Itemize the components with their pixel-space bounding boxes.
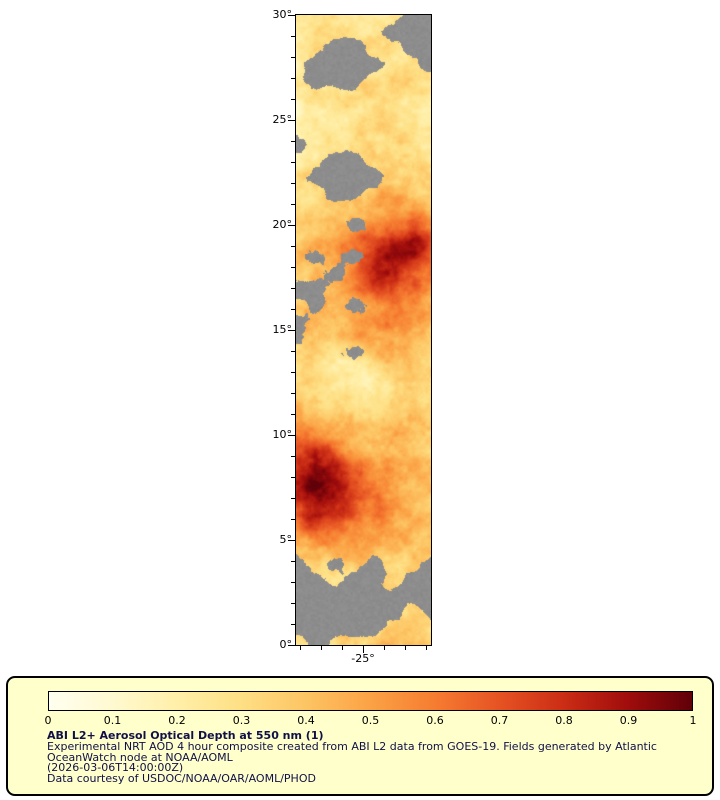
axis-tick	[321, 646, 322, 650]
axis-tick	[288, 119, 295, 121]
axis-tick	[291, 77, 295, 79]
axis-tick	[291, 581, 295, 583]
axis-tick	[288, 329, 295, 331]
colorbar-tick-label: 0.8	[555, 714, 573, 727]
axis-tick	[291, 98, 295, 100]
y-axis-tick-label: 10°	[272, 428, 293, 441]
axis-tick	[291, 56, 295, 58]
y-axis-tick-label: 15°	[272, 323, 293, 336]
caption-line-description: Experimental NRT AOD 4 hour composite cr…	[47, 739, 657, 753]
colorbar	[48, 691, 693, 711]
axis-tick	[291, 476, 295, 478]
axis-tick	[291, 623, 295, 625]
colorbar-tick-label: 0.3	[232, 714, 251, 727]
colorbar-tick-label: 0.6	[426, 714, 444, 727]
axis-tick	[291, 35, 295, 37]
axis-tick	[291, 140, 295, 142]
axis-tick	[291, 371, 295, 373]
axis-tick	[288, 539, 295, 541]
caption-line-node: OceanWatch node at NOAA/AOML	[47, 750, 233, 764]
axis-tick	[291, 182, 295, 184]
axis-tick	[291, 287, 295, 289]
axis-tick	[291, 413, 295, 415]
axis-tick	[384, 646, 385, 650]
x-axis-tick-label: -25°	[351, 652, 375, 665]
colorbar-tick-label: 1	[689, 714, 697, 727]
axis-tick	[291, 308, 295, 310]
axis-tick	[291, 392, 295, 394]
axis-tick	[288, 434, 295, 436]
caption-line-timestamp: (2026-03-06T14:00:00Z)	[47, 761, 184, 775]
caption-line-credit: Data courtesy of USDOC/NOAA/OAR/AOML/PHO…	[47, 772, 316, 786]
aod-heatmap-canvas	[296, 15, 431, 645]
axis-tick	[291, 350, 295, 352]
y-axis-tick-label: 20°	[272, 218, 293, 231]
axis-tick	[291, 518, 295, 520]
axis-tick	[291, 455, 295, 457]
colorbar-tick-label: 0.4	[297, 714, 315, 727]
colorbar-tick-label: 0	[44, 714, 52, 727]
axis-tick	[291, 497, 295, 499]
axis-tick	[342, 646, 343, 650]
axis-tick	[426, 646, 427, 650]
axis-tick	[288, 644, 295, 646]
figure-title: ABI L2+ Aerosol Optical Depth at 550 nm …	[47, 729, 324, 742]
axis-tick	[291, 245, 295, 247]
colorbar-tick-label: 0.5	[361, 714, 380, 727]
y-axis-tick-label: 0°	[279, 638, 293, 651]
y-axis-tick-label: 5°	[279, 533, 293, 546]
axis-tick	[300, 646, 301, 650]
colorbar-tick-label: 0.9	[619, 714, 638, 727]
colorbar-tick-label: 0.2	[168, 714, 186, 727]
axis-tick	[288, 14, 295, 16]
axis-tick	[291, 203, 295, 205]
colorbar-tick-label: 0.1	[103, 714, 122, 727]
axis-tick	[291, 266, 295, 268]
y-axis-tick-label: 30°	[272, 8, 293, 21]
y-axis-tick-label: 25°	[272, 113, 293, 126]
axis-tick	[291, 161, 295, 163]
axis-tick	[291, 560, 295, 562]
legend-box: 0 0.1 0.2 0.3 0.4 0.5 0.6 0.7 0.8 0.9 1 ABI L2+ Ae…	[6, 676, 714, 796]
axis-tick	[363, 646, 364, 653]
axis-tick	[288, 224, 295, 226]
colorbar-tick-label: 0.7	[490, 714, 509, 727]
caption: ABI L2+ Aerosol Optical Depth at 550 nm …	[47, 729, 657, 786]
axis-tick	[405, 646, 406, 650]
axis-tick	[291, 602, 295, 604]
